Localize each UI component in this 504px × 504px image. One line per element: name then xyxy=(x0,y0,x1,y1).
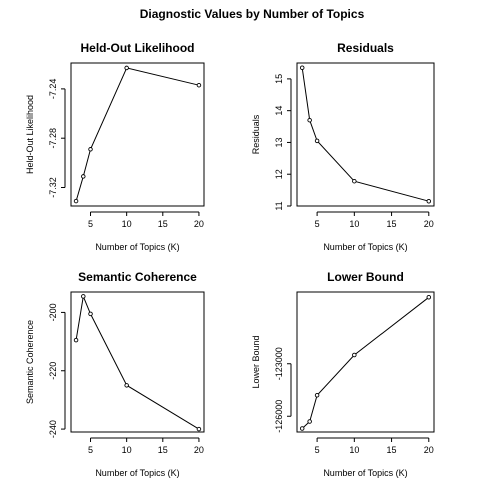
x-tick-label: 10 xyxy=(122,445,132,455)
x-tick-label: 5 xyxy=(315,445,320,455)
x-axis-label: Number of Topics (K) xyxy=(95,242,179,252)
data-point xyxy=(314,138,320,144)
x-axis-label: Number of Topics (K) xyxy=(323,468,407,478)
data-point xyxy=(307,419,312,424)
x-tick-label: 15 xyxy=(158,219,168,229)
x-tick-label: 20 xyxy=(194,219,204,229)
x-axis-label: Number of Topics (K) xyxy=(323,242,407,252)
y-tick-label: -220 xyxy=(48,362,58,380)
plot-frame xyxy=(296,62,435,207)
y-tick-label: -7.28 xyxy=(48,128,58,149)
x-tick-label: 5 xyxy=(88,219,93,229)
x-tick-label: 20 xyxy=(194,445,204,455)
y-tick-label: 11 xyxy=(274,201,284,210)
x-tick-label: 15 xyxy=(158,445,168,455)
panel-held-out-likelihood: Held-Out Likelihood 5 10 15 20 Number of Topi… xyxy=(25,41,205,252)
x-tick-label: 5 xyxy=(315,219,320,229)
data-point xyxy=(352,178,357,184)
y-axis-label: Semantic Coherence xyxy=(25,320,35,404)
panel-residuals: Residuals 5 10 15 20 Number of Topics (K) 11 12… xyxy=(251,41,435,252)
plot-frame xyxy=(70,62,205,207)
data-point xyxy=(299,65,305,71)
data-point xyxy=(314,393,320,398)
series-line xyxy=(301,296,430,429)
data-point xyxy=(88,311,93,317)
y-tick-label: 13 xyxy=(274,137,284,147)
data-point xyxy=(352,352,357,358)
y-axis-label: Held-Out Likelihood xyxy=(25,95,35,174)
panel-semantic-coherence: Semantic Coherence 5 10 15 20 Number of Topic… xyxy=(25,270,205,478)
plot-frame xyxy=(296,291,435,433)
data-point xyxy=(426,295,432,300)
series-line xyxy=(301,67,429,202)
y-tick-label: -200 xyxy=(48,303,58,321)
data-point xyxy=(307,117,312,123)
panel-title: Held-Out Likelihood xyxy=(81,41,195,55)
data-point xyxy=(196,426,202,432)
x-tick-label: 15 xyxy=(387,219,397,229)
y-tick-label: -7.24 xyxy=(48,79,58,100)
data-point xyxy=(124,383,129,388)
data-point xyxy=(196,82,202,88)
y-axis-label: Residuals xyxy=(251,114,261,154)
x-tick-label: 10 xyxy=(349,219,359,229)
x-tick-label: 5 xyxy=(88,445,93,455)
panel-title: Lower Bound xyxy=(327,270,404,284)
y-axis-label: Lower Bound xyxy=(251,335,261,388)
data-point xyxy=(88,147,93,152)
panel-lower-bound: Lower Bound 5 10 15 20 Number of Topics (K) -1… xyxy=(251,270,435,478)
data-point xyxy=(73,337,79,343)
panel-title: Residuals xyxy=(337,41,394,55)
series-line xyxy=(75,67,200,202)
x-tick-label: 20 xyxy=(424,219,434,229)
data-point xyxy=(124,65,129,71)
y-tick-label: 12 xyxy=(274,169,284,179)
y-tick-label: 14 xyxy=(274,106,284,116)
y-tick-label: -123000 xyxy=(274,347,284,380)
y-tick-label: -7.32 xyxy=(48,177,58,198)
x-tick-label: 20 xyxy=(424,445,434,455)
x-tick-label: 15 xyxy=(387,445,397,455)
x-tick-label: 10 xyxy=(122,219,132,229)
plot-frame xyxy=(70,291,205,433)
panel-title: Semantic Coherence xyxy=(78,270,197,284)
series-line xyxy=(75,294,200,430)
y-tick-label: -126000 xyxy=(274,400,284,433)
data-point xyxy=(81,294,86,299)
data-point xyxy=(299,426,305,431)
y-tick-label: -240 xyxy=(48,420,58,438)
y-tick-label: 15 xyxy=(274,74,284,84)
x-tick-label: 10 xyxy=(349,445,359,455)
figure-title: Diagnostic Values by Number of Topics xyxy=(140,7,365,21)
data-point xyxy=(426,198,432,204)
data-point xyxy=(73,198,79,204)
x-axis-label: Number of Topics (K) xyxy=(95,468,179,478)
data-point xyxy=(81,174,86,179)
